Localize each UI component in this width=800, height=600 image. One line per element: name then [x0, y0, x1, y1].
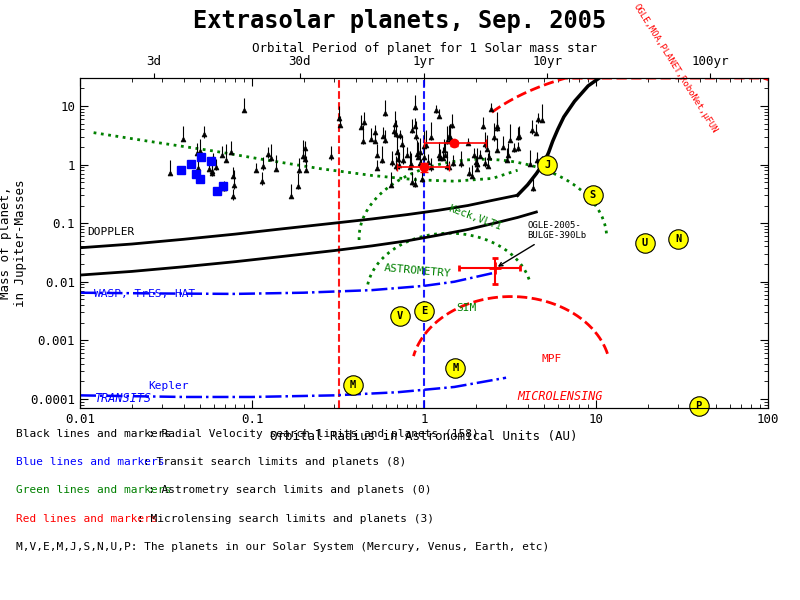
Text: N: N	[675, 234, 682, 244]
Text: S: S	[590, 190, 596, 200]
Text: Keck,VLTI: Keck,VLTI	[446, 204, 502, 232]
Text: OGLE,MOA,PLANET,RoboNet,μFUN: OGLE,MOA,PLANET,RoboNet,μFUN	[631, 2, 718, 134]
Text: MPF: MPF	[541, 355, 562, 364]
Text: Blue lines and markers: Blue lines and markers	[16, 457, 165, 467]
Text: Red lines and markers: Red lines and markers	[16, 514, 158, 524]
Text: TRANSITS: TRANSITS	[94, 392, 150, 405]
X-axis label: Orbital Radius in Astronomical Units (AU): Orbital Radius in Astronomical Units (AU…	[270, 430, 578, 443]
Text: OGLE-2005-
BULGE-390Lb: OGLE-2005- BULGE-390Lb	[499, 221, 586, 266]
Text: Kepler: Kepler	[149, 381, 189, 391]
Text: E: E	[421, 306, 427, 316]
Text: Black lines and markers: Black lines and markers	[16, 429, 171, 439]
Y-axis label: Mass of planet,
in Jupiter-Masses: Mass of planet, in Jupiter-Masses	[0, 179, 27, 307]
Text: M: M	[350, 380, 356, 390]
Text: Extrasolar planets, Sep. 2005: Extrasolar planets, Sep. 2005	[194, 9, 606, 33]
Text: V: V	[397, 311, 403, 322]
Text: DOPPLER: DOPPLER	[87, 227, 134, 236]
Text: P: P	[695, 401, 702, 410]
Text: MICROLENSING: MICROLENSING	[518, 390, 603, 403]
Text: Green lines and markers: Green lines and markers	[16, 485, 171, 496]
Text: M,V,E,M,J,S,N,U,P: The planets in our Solar System (Mercury, Venus, Earth, etc): M,V,E,M,J,S,N,U,P: The planets in our So…	[16, 542, 550, 552]
Text: U: U	[642, 238, 648, 248]
Text: WASP, TrES, HAT: WASP, TrES, HAT	[94, 289, 195, 299]
Text: SIM: SIM	[457, 303, 477, 313]
Text: : Radial Velocity search limits and planets (158): : Radial Velocity search limits and plan…	[149, 429, 479, 439]
Text: J: J	[544, 160, 550, 170]
X-axis label: Orbital Period of planet for 1 Solar mass star: Orbital Period of planet for 1 Solar mas…	[251, 43, 597, 55]
Text: ASTROMETRY: ASTROMETRY	[383, 263, 451, 279]
Text: : Transit search limits and planets (8): : Transit search limits and planets (8)	[142, 457, 406, 467]
Text: : Microlensing search limits and planets (3): : Microlensing search limits and planets…	[137, 514, 434, 524]
Text: : Astrometry search limits and planets (0): : Astrometry search limits and planets (…	[149, 485, 432, 496]
Text: M: M	[452, 363, 458, 373]
